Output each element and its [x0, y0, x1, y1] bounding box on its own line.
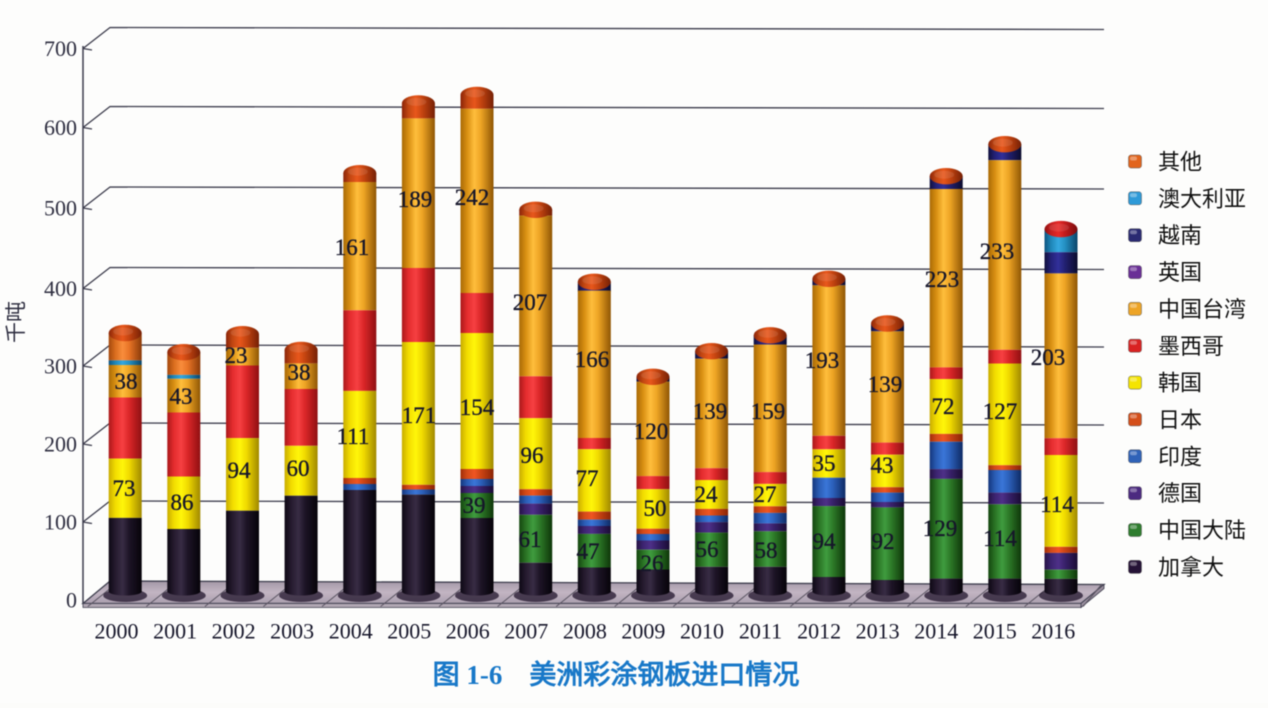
svg-text:澳大利亚: 澳大利亚 [1158, 186, 1246, 211]
svg-text:72: 72 [932, 394, 955, 419]
svg-text:92: 92 [872, 529, 895, 554]
svg-text:其他: 其他 [1158, 150, 1202, 175]
svg-text:60: 60 [287, 456, 310, 481]
svg-text:2005: 2005 [387, 619, 431, 644]
svg-text:154: 154 [460, 395, 495, 420]
svg-text:47: 47 [577, 539, 600, 564]
svg-text:73: 73 [113, 476, 136, 501]
svg-text:2015: 2015 [973, 619, 1017, 644]
svg-text:23: 23 [225, 343, 248, 368]
svg-text:77: 77 [576, 466, 599, 491]
svg-text:111: 111 [337, 424, 370, 449]
svg-text:207: 207 [513, 290, 548, 315]
svg-text:26: 26 [641, 551, 664, 576]
svg-text:159: 159 [751, 399, 786, 424]
svg-text:300: 300 [44, 354, 77, 379]
svg-text:英国: 英国 [1158, 260, 1202, 285]
svg-text:韩国: 韩国 [1158, 371, 1202, 396]
svg-text:43: 43 [170, 384, 193, 409]
svg-text:38: 38 [288, 360, 311, 385]
svg-text:印度: 印度 [1158, 444, 1202, 469]
svg-text:139: 139 [693, 399, 728, 424]
svg-text:120: 120 [634, 419, 669, 444]
svg-text:38: 38 [115, 369, 138, 394]
svg-text:千吨: 千吨 [4, 301, 28, 343]
svg-text:2008: 2008 [563, 619, 607, 644]
svg-text:43: 43 [871, 453, 894, 478]
svg-text:400: 400 [44, 276, 77, 301]
svg-text:2006: 2006 [446, 619, 490, 644]
svg-text:61: 61 [519, 527, 542, 552]
svg-text:2016: 2016 [1031, 619, 1075, 644]
svg-text:图 1-6 美洲彩涂钢板进口情况: 图 1-6 美洲彩涂钢板进口情况 [433, 659, 800, 690]
svg-text:2010: 2010 [680, 619, 724, 644]
svg-text:166: 166 [575, 347, 610, 372]
svg-text:日本: 日本 [1158, 407, 1202, 432]
svg-text:94: 94 [228, 458, 252, 483]
svg-text:2001: 2001 [153, 619, 197, 644]
svg-text:2003: 2003 [270, 619, 314, 644]
svg-text:161: 161 [335, 235, 370, 260]
svg-text:50: 50 [644, 496, 667, 521]
svg-text:139: 139 [868, 372, 903, 397]
svg-text:0: 0 [66, 588, 77, 613]
svg-text:56: 56 [696, 537, 719, 562]
svg-text:墨西哥: 墨西哥 [1158, 334, 1224, 359]
svg-text:600: 600 [44, 115, 77, 140]
svg-text:2004: 2004 [329, 619, 373, 644]
svg-text:86: 86 [171, 490, 194, 515]
svg-text:2013: 2013 [856, 619, 900, 644]
svg-text:越南: 越南 [1158, 223, 1202, 248]
svg-text:242: 242 [455, 185, 490, 210]
svg-text:2012: 2012 [797, 619, 841, 644]
svg-text:94: 94 [813, 529, 837, 554]
svg-text:129: 129 [923, 516, 958, 541]
svg-text:2014: 2014 [914, 619, 958, 644]
svg-text:加拿大: 加拿大 [1158, 555, 1224, 580]
svg-text:96: 96 [521, 443, 544, 468]
svg-text:200: 200 [44, 432, 77, 457]
svg-text:中国台湾: 中国台湾 [1158, 297, 1246, 322]
svg-text:2009: 2009 [621, 619, 665, 644]
svg-text:223: 223 [925, 267, 960, 292]
svg-text:127: 127 [983, 399, 1018, 424]
svg-text:114: 114 [983, 526, 1017, 551]
svg-text:233: 233 [980, 239, 1015, 264]
svg-text:203: 203 [1031, 345, 1066, 370]
svg-text:114: 114 [1040, 492, 1074, 517]
svg-text:2007: 2007 [504, 619, 548, 644]
svg-text:德国: 德国 [1158, 481, 1202, 506]
svg-text:193: 193 [805, 348, 840, 373]
svg-text:27: 27 [754, 482, 777, 507]
svg-text:500: 500 [44, 196, 77, 221]
svg-text:171: 171 [402, 403, 437, 428]
svg-text:35: 35 [813, 451, 836, 476]
svg-text:189: 189 [398, 187, 433, 212]
svg-text:24: 24 [695, 482, 719, 507]
svg-text:中国大陆: 中国大陆 [1158, 518, 1246, 543]
svg-text:700: 700 [44, 36, 77, 61]
svg-text:58: 58 [755, 538, 778, 563]
svg-text:2000: 2000 [95, 619, 139, 644]
svg-text:39: 39 [463, 493, 486, 518]
svg-text:2011: 2011 [739, 619, 782, 644]
svg-text:100: 100 [44, 510, 77, 535]
svg-text:2002: 2002 [212, 619, 256, 644]
